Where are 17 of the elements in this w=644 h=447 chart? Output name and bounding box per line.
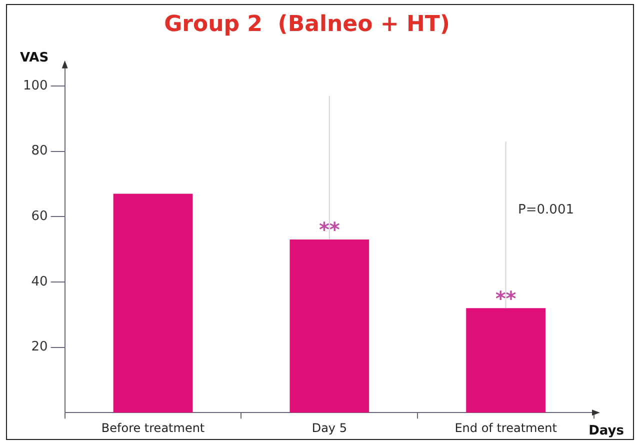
chart-title: Group 2 (Balneo + HT) — [164, 12, 450, 37]
x-tick-label: Day 5 — [312, 420, 347, 435]
bar — [290, 240, 370, 413]
annotation: ** — [318, 218, 340, 242]
x-tick-label: End of treatment — [454, 420, 558, 435]
x-axis-title: Days — [588, 423, 624, 438]
y-tick-label: 80 — [31, 144, 48, 159]
bar — [113, 194, 193, 413]
y-tick-label: 60 — [31, 209, 48, 224]
bar — [466, 308, 546, 413]
y-tick-label: 40 — [31, 274, 48, 290]
y-tick-label: 100 — [22, 78, 48, 94]
annotation: ** — [495, 286, 517, 310]
annotation: P=0.001 — [518, 202, 574, 218]
y-tick-label: 20 — [31, 340, 48, 355]
y-axis-title: VAS — [20, 50, 49, 66]
x-tick-label: Before treatment — [101, 420, 205, 435]
